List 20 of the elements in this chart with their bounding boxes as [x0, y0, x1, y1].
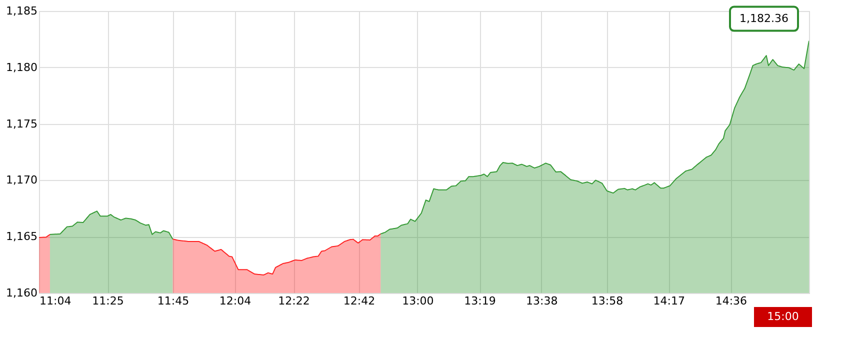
y-tick-label: 1,175 — [6, 117, 38, 130]
x-tick-label: 14:17 — [653, 294, 685, 308]
x-tick-label: 13:00 — [402, 294, 434, 308]
y-tick-label: 1,185 — [6, 4, 38, 18]
y-tick-label: 1,165 — [6, 230, 38, 244]
x-tick-label: 12:42 — [343, 294, 376, 308]
x-tick-label: 13:58 — [591, 294, 624, 308]
x-tick-label: 14:36 — [715, 294, 748, 308]
x-tick-label: 11:25 — [92, 294, 124, 308]
annotation: 15:00 — [767, 310, 799, 323]
annotation: 1,182.36 — [740, 12, 788, 25]
y-tick-label: 1,160 — [6, 286, 38, 300]
x-tick-label: 12:22 — [278, 294, 310, 308]
x-tick-label: 11:04 — [40, 294, 72, 308]
x-tick-label: 13:19 — [464, 294, 496, 308]
y-tick-label: 1,170 — [6, 174, 38, 187]
x-tick-label: 11:45 — [157, 294, 190, 308]
y-tick-label: 1,180 — [6, 60, 38, 74]
x-tick-label: 13:38 — [526, 294, 558, 308]
x-tick-label: 12:04 — [219, 294, 252, 308]
